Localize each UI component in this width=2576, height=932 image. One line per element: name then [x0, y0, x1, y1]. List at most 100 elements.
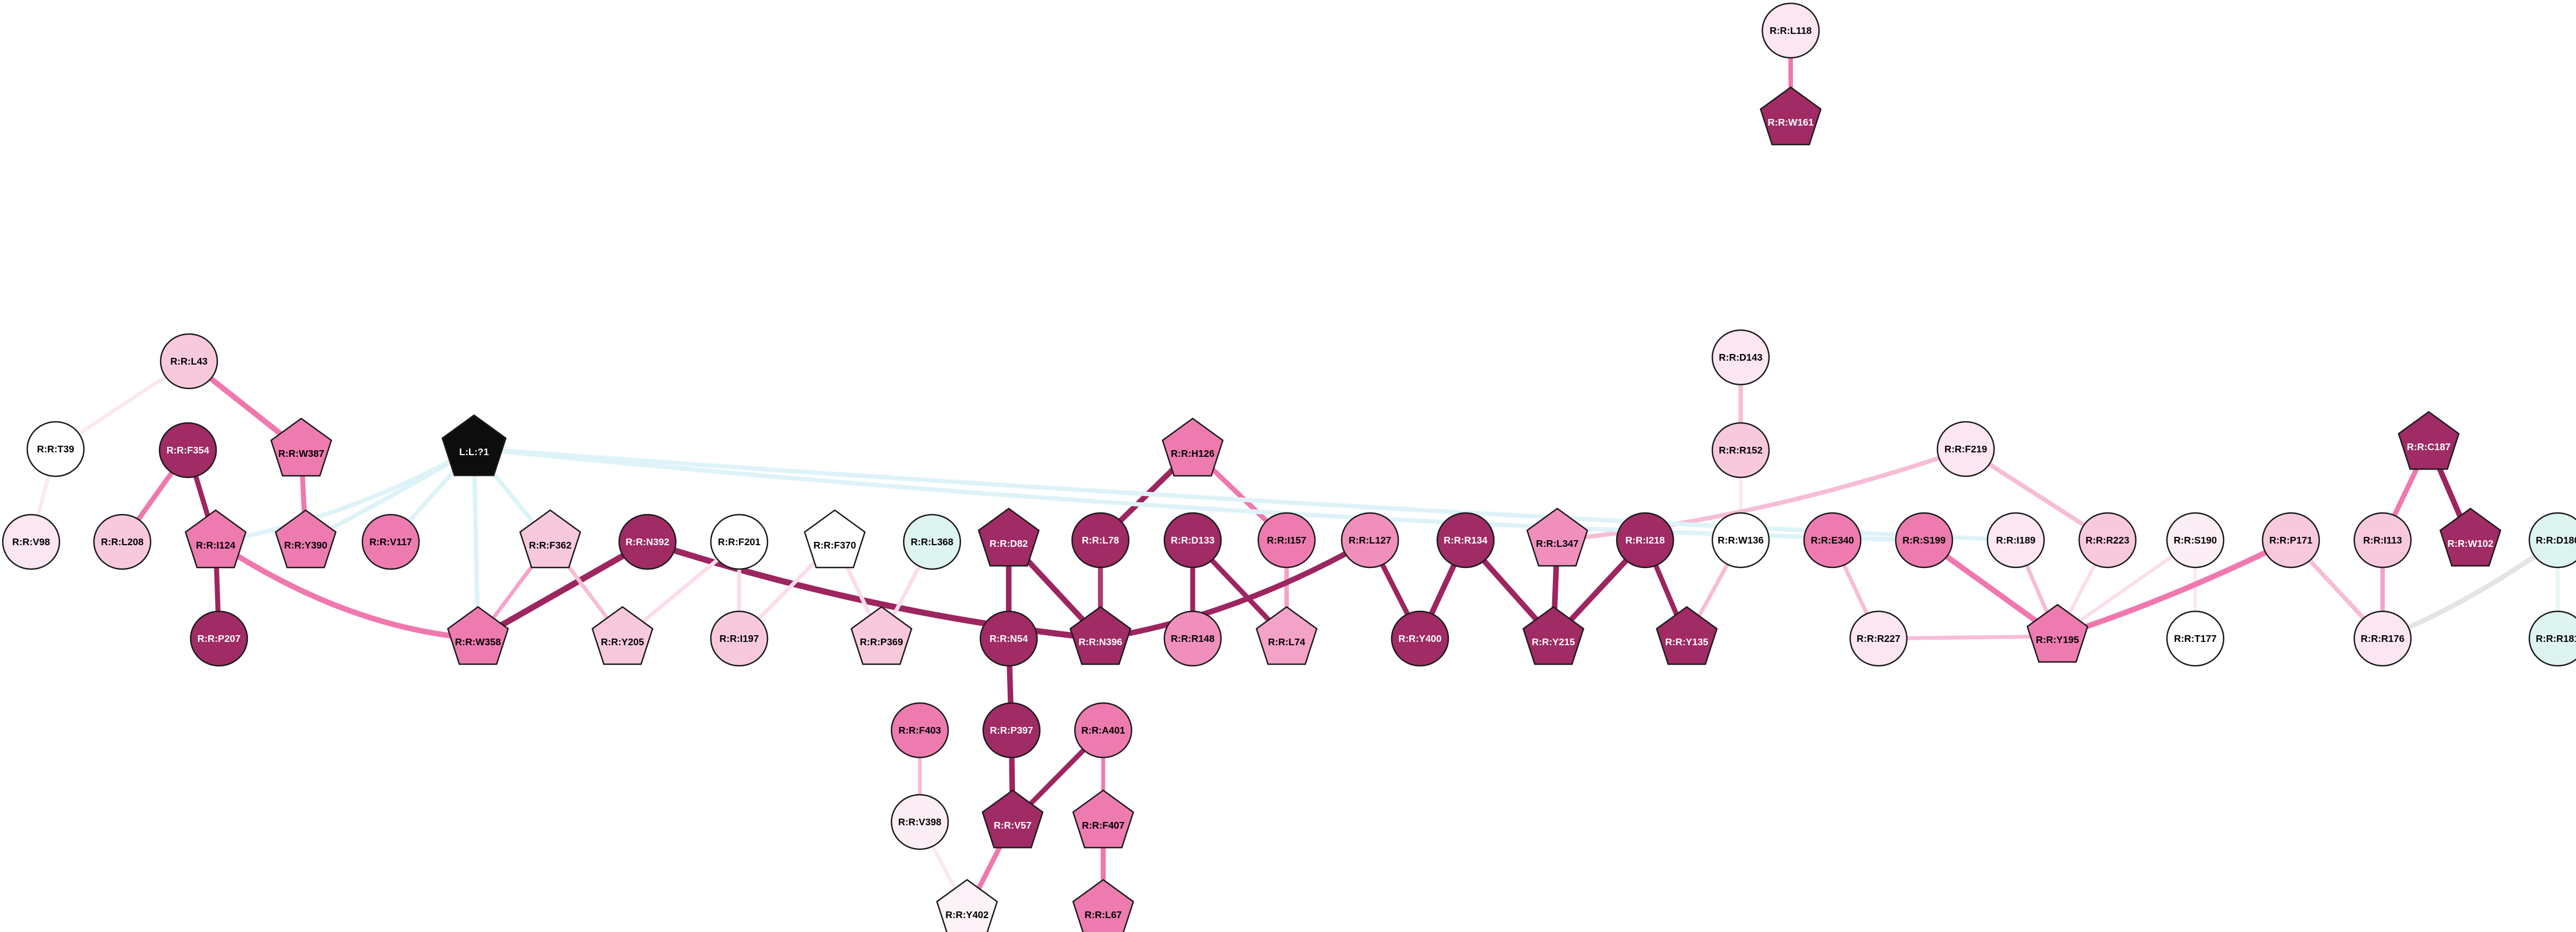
graph-node-V98[interactable]: R:R:V98	[2, 514, 61, 570]
graph-node-S190[interactable]: R:R:S190	[2166, 512, 2225, 569]
graph-node-N392[interactable]: R:R:N392	[618, 514, 677, 570]
node-shape-I157[interactable]	[1257, 512, 1316, 569]
graph-node-W102[interactable]: R:R:W102	[2439, 507, 2502, 567]
node-shape-A401[interactable]	[1074, 702, 1133, 759]
graph-node-R176[interactable]: R:R:R176	[2353, 610, 2412, 667]
node-shape-E340[interactable]	[1803, 512, 1862, 569]
node-shape-R223[interactable]	[2078, 512, 2137, 569]
node-shape-S199[interactable]	[1895, 512, 1954, 569]
node-shape-R176[interactable]	[2353, 610, 2412, 667]
node-shape-Y390[interactable]	[275, 509, 337, 569]
graph-node-S199[interactable]: R:R:S199	[1895, 512, 1954, 569]
graph-node-F407[interactable]: R:R:F407	[1072, 789, 1134, 849]
node-shape-D133[interactable]	[1163, 512, 1222, 569]
graph-node-R181[interactable]: R:R:R181	[2528, 610, 2576, 667]
graph-node-Y195[interactable]: R:R:Y195	[2026, 604, 2089, 663]
graph-node-I157[interactable]: R:R:I157	[1257, 512, 1316, 569]
graph-node-W161[interactable]: R:R:W161	[1760, 86, 1822, 146]
node-shape-C187[interactable]	[2398, 411, 2460, 470]
node-shape-F201[interactable]	[710, 514, 769, 570]
graph-node-R134[interactable]: R:R:R134	[1436, 512, 1495, 569]
node-shape-H126[interactable]	[1162, 417, 1224, 477]
node-shape-I189[interactable]	[1986, 512, 2045, 569]
graph-node-D82[interactable]: R:R:D82	[978, 507, 1040, 567]
graph-node-D180[interactable]: R:R:D180	[2528, 512, 2576, 569]
node-shape-L208[interactable]	[93, 514, 152, 570]
node-shape-L43[interactable]	[160, 333, 218, 390]
graph-node-V117[interactable]: R:R:V117	[361, 514, 420, 570]
graph-node-D143[interactable]: R:R:D143	[1711, 329, 1770, 386]
node-shape-R134[interactable]	[1436, 512, 1495, 569]
node-shape-F219[interactable]	[1936, 421, 1995, 477]
node-shape-P397[interactable]	[982, 702, 1041, 759]
node-shape-L118[interactable]	[1761, 2, 1820, 59]
graph-node-R223[interactable]: R:R:R223	[2078, 512, 2137, 569]
node-shape-S190[interactable]	[2166, 512, 2225, 569]
graph-node-R148[interactable]: R:R:R148	[1163, 610, 1222, 667]
graph-node-P369[interactable]: R:R:P369	[850, 606, 913, 665]
node-shape-W161[interactable]	[1760, 86, 1822, 146]
graph-node-L208[interactable]: R:R:L208	[93, 514, 152, 570]
node-shape-I197[interactable]	[710, 610, 769, 667]
graph-node-L368[interactable]: R:R:L368	[903, 514, 961, 570]
graph-node-E340[interactable]: R:R:E340	[1803, 512, 1862, 569]
graph-node-I189[interactable]: R:R:I189	[1986, 512, 2045, 569]
graph-node-F354[interactable]: R:R:F354	[158, 422, 217, 479]
graph-node-A401[interactable]: R:R:A401	[1074, 702, 1133, 759]
node-shape-D143[interactable]	[1711, 329, 1770, 386]
node-shape-W102[interactable]	[2439, 507, 2502, 567]
node-shape-I113[interactable]	[2353, 512, 2412, 569]
node-shape-V398[interactable]	[890, 794, 949, 850]
graph-node-W387[interactable]: R:R:W387	[270, 417, 332, 477]
graph-node-Y205[interactable]: R:R:Y205	[591, 606, 654, 665]
node-shape-F370[interactable]	[804, 509, 866, 569]
node-shape-D82[interactable]	[978, 507, 1040, 567]
node-shape-Y215[interactable]	[1522, 606, 1585, 665]
graph-node-Q1[interactable]: L:L:?1	[441, 414, 507, 476]
node-shape-W358[interactable]	[447, 606, 509, 665]
graph-node-W358[interactable]: R:R:W358	[447, 606, 509, 665]
graph-node-F219[interactable]: R:R:F219	[1936, 421, 1995, 477]
node-shape-L368[interactable]	[903, 514, 961, 570]
node-shape-R181[interactable]	[2528, 610, 2576, 667]
node-shape-Y195[interactable]	[2026, 604, 2089, 663]
node-shape-V98[interactable]	[2, 514, 61, 570]
node-shape-L67[interactable]	[1072, 879, 1134, 932]
graph-node-P397[interactable]: R:R:P397	[982, 702, 1041, 759]
node-shape-I124[interactable]	[185, 509, 247, 569]
graph-node-L67[interactable]: R:R:L67	[1072, 879, 1134, 932]
graph-node-C187[interactable]: R:R:C187	[2398, 411, 2460, 470]
node-shape-F407[interactable]	[1072, 789, 1134, 849]
node-shape-Y135[interactable]	[1656, 606, 1718, 665]
graph-node-P207[interactable]: R:R:P207	[190, 610, 248, 667]
graph-node-L118[interactable]: R:R:L118	[1761, 2, 1820, 59]
graph-node-I113[interactable]: R:R:I113	[2353, 512, 2412, 569]
graph-node-R227[interactable]: R:R:R227	[1849, 610, 1908, 667]
graph-node-L78[interactable]: R:R:L78	[1071, 512, 1130, 569]
node-shape-F403[interactable]	[890, 702, 949, 759]
graph-node-T177[interactable]: R:R:T177	[2166, 610, 2225, 667]
node-shape-V57[interactable]	[981, 789, 1044, 849]
node-shape-V117[interactable]	[361, 514, 420, 570]
node-shape-P369[interactable]	[850, 606, 913, 665]
graph-node-I197[interactable]: R:R:I197	[710, 610, 769, 667]
node-shape-F354[interactable]	[158, 422, 217, 479]
graph-node-I218[interactable]: R:R:I218	[1616, 512, 1675, 569]
graph-node-N54[interactable]: R:R:N54	[979, 610, 1038, 667]
node-shape-L347[interactable]	[1526, 507, 1588, 567]
node-shape-W136[interactable]	[1711, 512, 1770, 569]
node-shape-R152[interactable]	[1711, 422, 1770, 479]
graph-node-F370[interactable]: R:R:F370	[804, 509, 866, 569]
graph-node-Y400[interactable]: R:R:Y400	[1391, 610, 1449, 667]
graph-node-L43[interactable]: R:R:L43	[160, 333, 218, 390]
graph-node-F201[interactable]: R:R:F201	[710, 514, 769, 570]
graph-node-Y135[interactable]: R:R:Y135	[1656, 606, 1718, 665]
graph-node-L127[interactable]: R:R:L127	[1341, 512, 1399, 569]
graph-node-V398[interactable]: R:R:V398	[890, 794, 949, 850]
graph-node-F403[interactable]: R:R:F403	[890, 702, 949, 759]
node-shape-L127[interactable]	[1341, 512, 1399, 569]
node-shape-Y400[interactable]	[1391, 610, 1449, 667]
node-shape-T39[interactable]	[26, 421, 85, 477]
node-shape-F362[interactable]	[519, 509, 581, 569]
graph-node-W136[interactable]: R:R:W136	[1711, 512, 1770, 569]
